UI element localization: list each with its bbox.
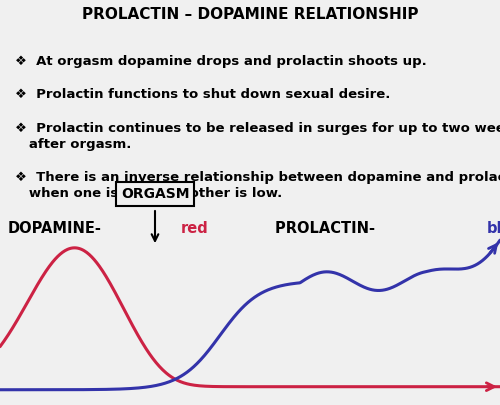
Text: ❖  There is an inverse relationship between dopamine and prolactin-
   when one : ❖ There is an inverse relationship betwe… xyxy=(15,171,500,200)
Text: PROLACTIN – DOPAMINE RELATIONSHIP: PROLACTIN – DOPAMINE RELATIONSHIP xyxy=(82,7,418,22)
Text: DOPAMINE-: DOPAMINE- xyxy=(8,221,102,236)
Text: blue: blue xyxy=(487,221,500,236)
Text: ❖  At orgasm dopamine drops and prolactin shoots up.: ❖ At orgasm dopamine drops and prolactin… xyxy=(15,55,427,68)
Text: red: red xyxy=(181,221,208,236)
Text: ORGASM: ORGASM xyxy=(121,187,189,201)
Text: ❖  Prolactin functions to shut down sexual desire.: ❖ Prolactin functions to shut down sexua… xyxy=(15,88,390,101)
Text: ❖  Prolactin continues to be released in surges for up to two weeks
   after org: ❖ Prolactin continues to be released in … xyxy=(15,122,500,151)
Text: PROLACTIN-: PROLACTIN- xyxy=(275,221,380,236)
